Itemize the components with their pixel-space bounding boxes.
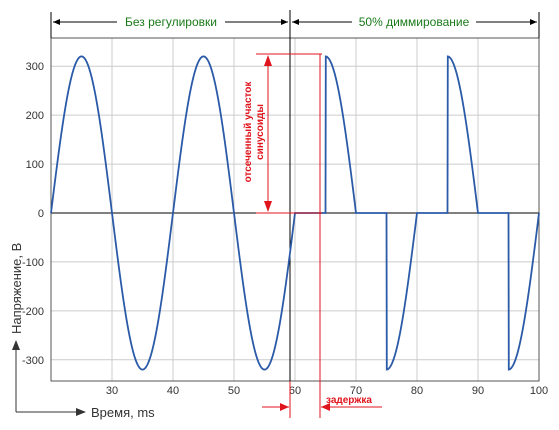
x-tick-label: 30 <box>106 385 118 397</box>
y-tick-label: 200 <box>26 110 44 122</box>
y-axis-label: Напряжение, В <box>9 243 24 334</box>
cutoff-label-line1: отсеченный участок <box>243 81 254 183</box>
y-tick-label: -200 <box>22 306 44 318</box>
delay-label: задержка <box>326 395 372 406</box>
segment-label-dimming: 50% диммирование <box>359 15 470 29</box>
x-tick-label: 80 <box>411 385 423 397</box>
delay-annotation <box>262 54 382 418</box>
x-axis-label: Время, ms <box>91 405 155 420</box>
cutoff-label-line2: синусоиды <box>255 104 266 160</box>
y-tick-label: -100 <box>22 257 44 269</box>
y-tick-label: -300 <box>22 355 44 367</box>
y-tick-label: 100 <box>26 159 44 171</box>
segment-header <box>50 12 540 38</box>
x-tick-label: 40 <box>167 385 179 397</box>
x-tick-label: 70 <box>350 385 362 397</box>
y-tick-label: 300 <box>26 61 44 73</box>
axis-indicator <box>12 340 86 416</box>
cutoff-annotation <box>256 53 322 214</box>
x-tick-label: 50 <box>228 385 240 397</box>
y-tick-label: 0 <box>38 208 44 220</box>
x-tick-labels: 30 40 50 60 70 80 90 100 <box>106 385 548 397</box>
y-tick-labels: 300 200 100 0 -100 -200 -300 <box>22 61 44 367</box>
grid <box>51 38 539 381</box>
x-tick-label: 90 <box>472 385 484 397</box>
x-tick-label: 100 <box>530 385 548 397</box>
segment-label-no-dimming: Без регулировки <box>125 15 217 29</box>
x-tick-label: 60 <box>289 385 301 397</box>
